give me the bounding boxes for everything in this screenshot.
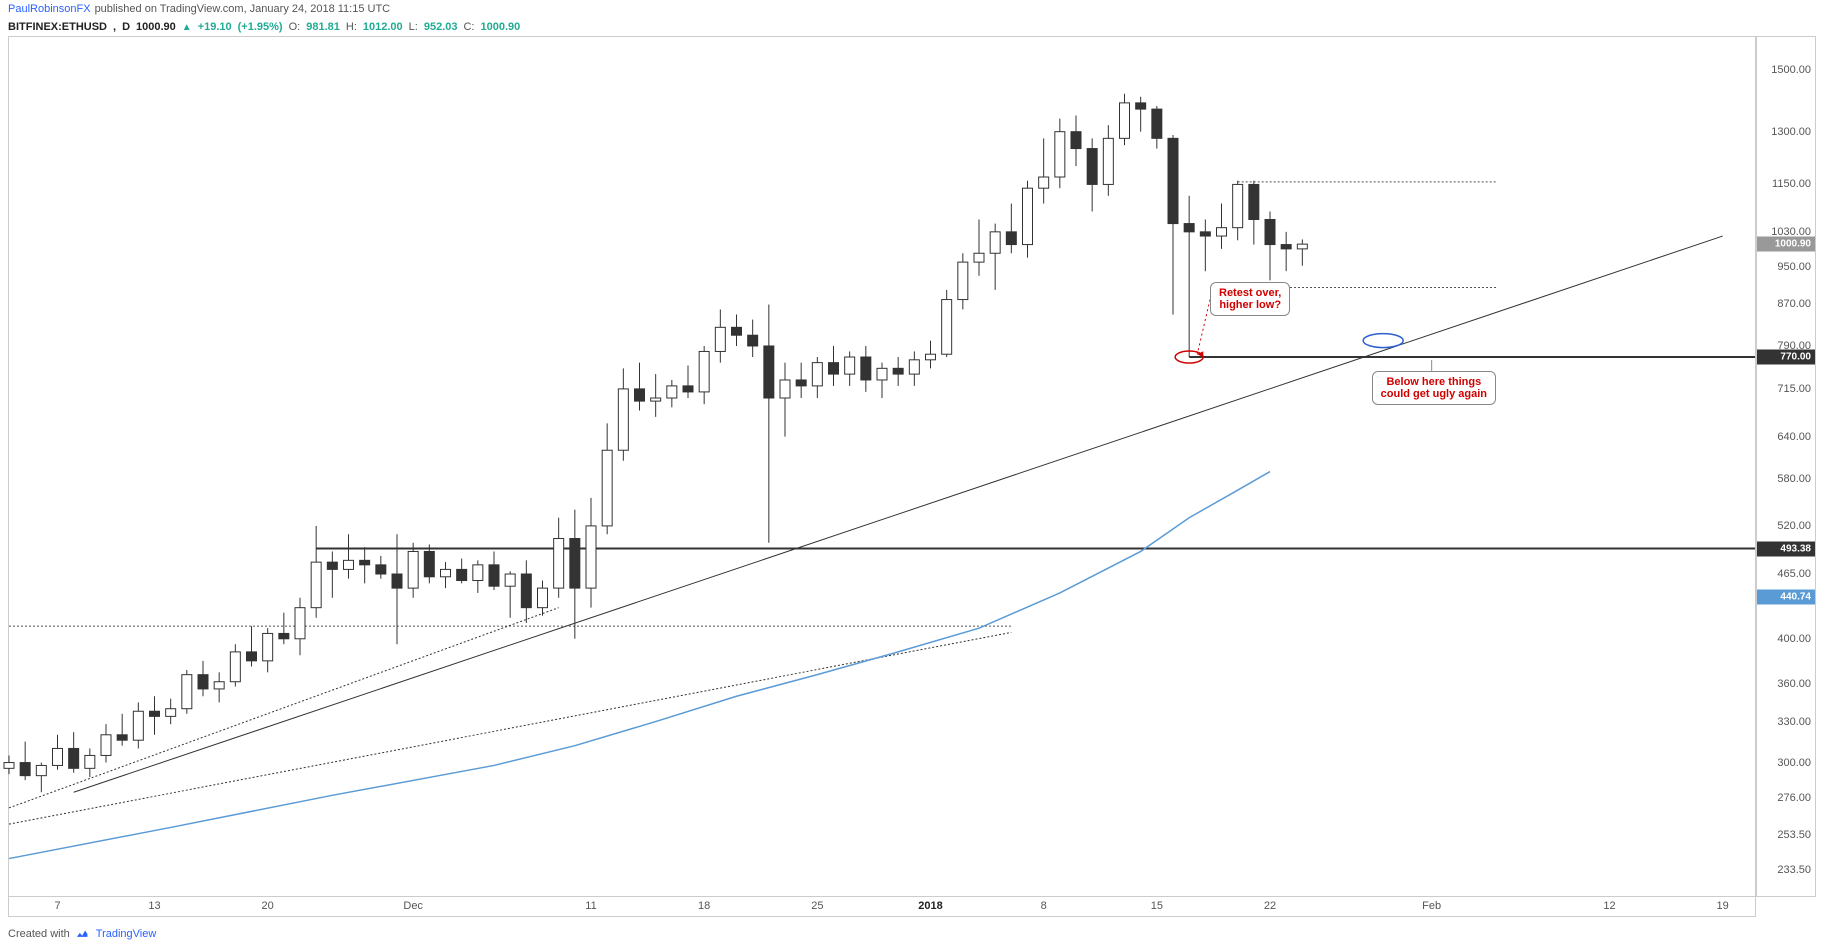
timeframe: D [122,21,130,33]
y-axis-tick: 640.00 [1777,431,1811,443]
symbol-name: BITFINEX:ETHUSD [8,21,107,33]
x-axis-tick: 12 [1603,900,1615,912]
y-axis-tick: 580.00 [1777,473,1811,485]
y-axis-tick: 950.00 [1777,261,1811,273]
y-axis-price-label: 440.74 [1757,590,1815,605]
price-change: +19.10 [198,21,232,33]
y-axis-tick: 276.00 [1777,792,1811,804]
y-axis-tick: 1500.00 [1771,64,1811,76]
y-axis-tick: 715.00 [1777,383,1811,395]
tradingview-icon [76,927,90,941]
y-axis-tick: 465.00 [1777,568,1811,580]
y-axis-tick: 520.00 [1777,520,1811,532]
y-axis-price-label: 1000.90 [1757,237,1815,252]
footer: Created with TradingView [8,927,156,941]
y-axis-price-label: 770.00 [1757,350,1815,365]
x-axis-tick: 25 [811,900,823,912]
x-axis-tick: Feb [1422,900,1441,912]
author-link[interactable]: PaulRobinsonFX [8,3,91,15]
y-axis-tick: 233.50 [1777,864,1811,876]
y-axis-tick: 1150.00 [1772,178,1811,190]
created-with-label: Created with [8,928,70,940]
price-change-pct: (+1.95%) [238,21,283,33]
y-axis-price-label: 493.38 [1757,541,1815,556]
ohlc-high: 1012.00 [363,21,403,33]
publish-header: PaulRobinsonFX published on TradingView.… [0,0,1824,18]
y-axis-tick: 360.00 [1777,678,1811,690]
x-axis-tick: 8 [1041,900,1047,912]
y-axis-tick: 330.00 [1777,716,1811,728]
chart-annotation: Below here thingscould get ugly again [1372,371,1496,405]
x-axis-tick: 2018 [918,900,942,912]
last-price: 1000.90 [136,21,176,33]
price-chart[interactable]: Retest over,higher low? Below here things… [8,36,1756,897]
tradingview-link[interactable]: TradingView [96,928,157,940]
symbol-info-bar: BITFINEX:ETHUSD , D 1000.90 ▲ +19.10 (+1… [0,18,1824,36]
x-axis-tick: Dec [403,900,423,912]
x-axis-tick: 7 [54,900,60,912]
y-axis-tick: 1300.00 [1771,126,1811,138]
ohlc-low: 952.03 [424,21,458,33]
x-axis-tick: 19 [1717,900,1729,912]
chart-annotation: Retest over,higher low? [1210,282,1290,316]
x-axis-tick: 22 [1264,900,1276,912]
ohlc-open: 981.81 [306,21,340,33]
ohlc-close: 1000.90 [480,21,520,33]
x-axis-tick: 18 [698,900,710,912]
y-axis-tick: 300.00 [1777,757,1811,769]
y-axis[interactable]: 1500.001300.001150.001030.00950.00870.00… [1756,36,1816,897]
y-axis-tick: 870.00 [1777,298,1811,310]
x-axis-tick: 11 [585,900,596,912]
arrow-up-icon: ▲ [182,22,192,33]
x-axis-tick: 15 [1151,900,1163,912]
x-axis-tick: 20 [262,900,274,912]
x-axis[interactable]: 7 13 20 Dec 11 18 25 2018 8 15 22 Feb 12 19 [8,897,1756,917]
publish-text: published on TradingView.com, January 24… [95,3,391,15]
x-axis-tick: 13 [148,900,160,912]
y-axis-tick: 400.00 [1777,633,1811,645]
y-axis-tick: 253.50 [1777,829,1811,841]
